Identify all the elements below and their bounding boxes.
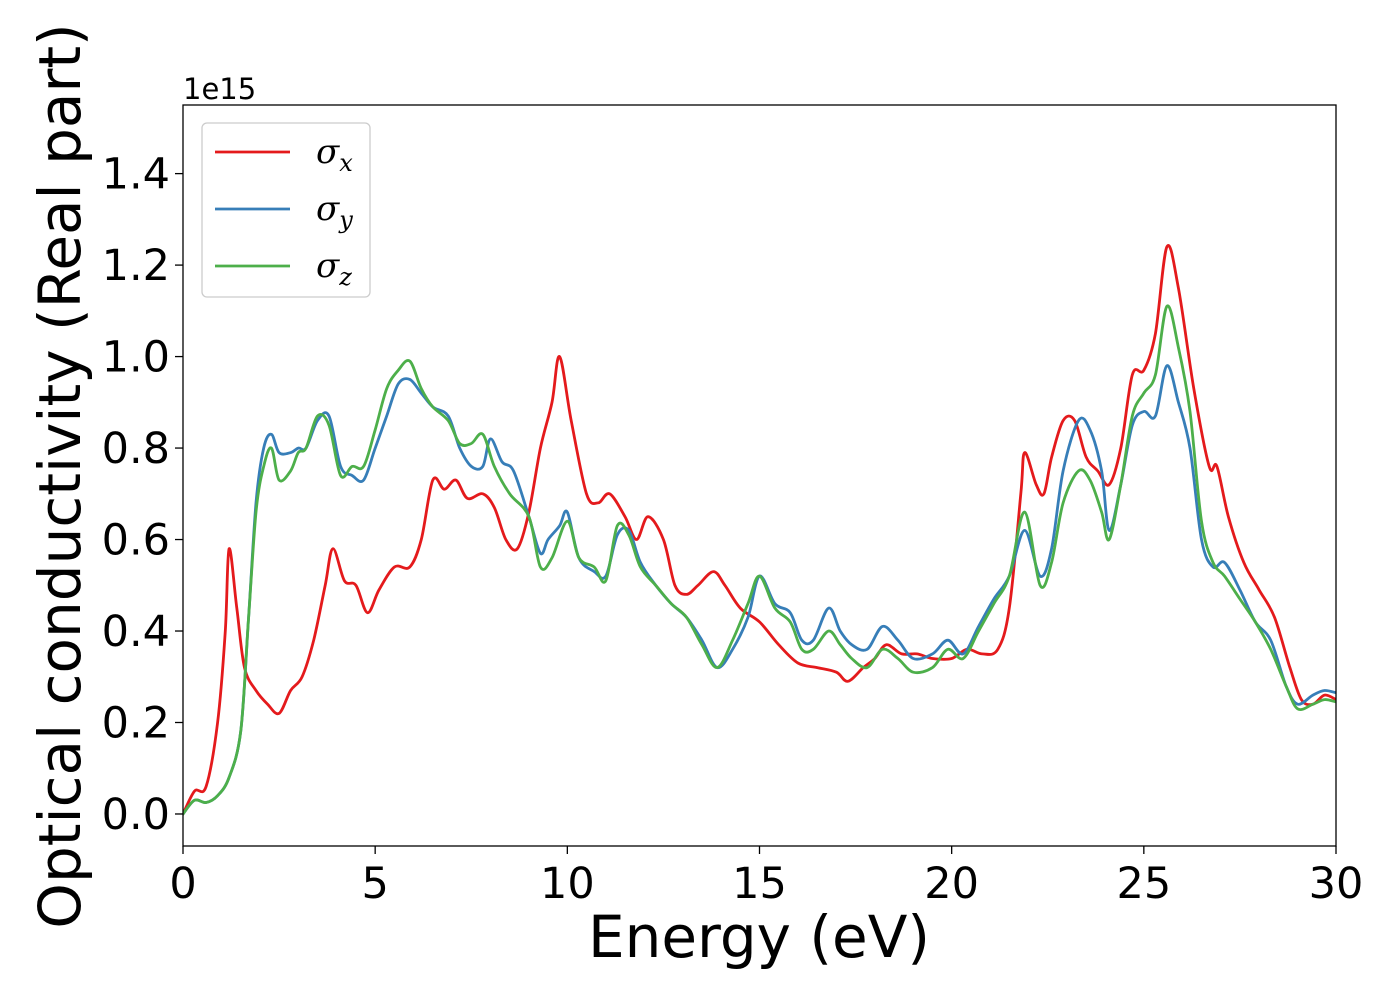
legend-symbol: σ xyxy=(316,189,340,229)
legend-symbol: σ xyxy=(316,246,340,286)
legend-subscript: y xyxy=(338,206,353,234)
legend-label-sigma-z: σz xyxy=(316,246,352,291)
legend-label-sigma-x: σx xyxy=(316,132,353,177)
y-tick-label: 1.0 xyxy=(102,333,170,383)
x-tick-label: 25 xyxy=(1116,859,1171,909)
legend-label-sigma-y: σy xyxy=(316,189,353,234)
series-line-sigma-y xyxy=(183,364,1336,816)
y-tick-label: 0.6 xyxy=(102,516,170,566)
x-tick-label: 20 xyxy=(924,859,979,909)
series-line-sigma-z xyxy=(183,304,1336,816)
x-axis-label: Energy (eV) xyxy=(588,903,930,971)
legend-symbol: σ xyxy=(316,132,340,172)
x-tick-label: 15 xyxy=(732,859,787,909)
x-tick-label: 30 xyxy=(1309,859,1364,909)
x-axis-ticks: 0 5 10 15 20 25 30 xyxy=(169,846,1363,909)
y-tick-label: 1.2 xyxy=(102,241,170,291)
legend-subscript: x xyxy=(339,149,353,177)
y-tick-label: 0.4 xyxy=(102,607,170,657)
y-axis-label: Optical conductivity (Real part) xyxy=(26,23,94,928)
y-tick-label: 1.4 xyxy=(102,150,170,200)
x-tick-label: 0 xyxy=(169,859,196,909)
y-offset-label: 1e15 xyxy=(183,72,256,106)
legend-subscript: z xyxy=(338,263,352,291)
y-tick-label: 0.2 xyxy=(102,699,170,749)
y-tick-label: 0.0 xyxy=(102,790,170,840)
x-tick-label: 10 xyxy=(540,859,595,909)
y-tick-label: 0.8 xyxy=(102,424,170,474)
y-axis-ticks: 0.0 0.2 0.4 0.6 0.8 1.0 1.2 1.4 xyxy=(102,150,183,840)
x-tick-label: 5 xyxy=(361,859,388,909)
series-line-sigma-x xyxy=(183,244,1336,816)
